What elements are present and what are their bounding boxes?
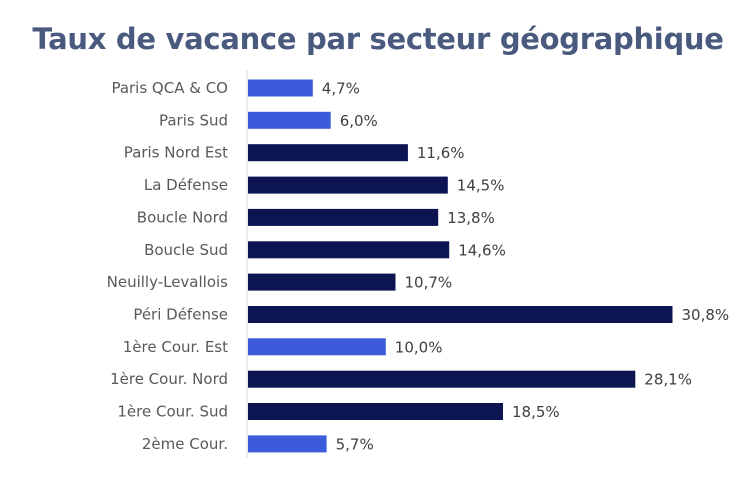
bar-9 bbox=[248, 338, 386, 356]
category-label-2: Paris Sud bbox=[159, 111, 228, 129]
value-label-10: 28,1% bbox=[644, 371, 692, 389]
bar-1 bbox=[248, 79, 313, 97]
category-label-7: Neuilly-Levallois bbox=[107, 273, 229, 291]
bar-6 bbox=[248, 241, 450, 259]
value-label-7: 10,7% bbox=[405, 274, 453, 292]
value-label-12: 5,7% bbox=[336, 435, 374, 453]
value-label-11: 18,5% bbox=[512, 403, 560, 421]
value-label-8: 30,8% bbox=[682, 306, 730, 324]
value-label-2: 6,0% bbox=[340, 112, 378, 130]
bar-2 bbox=[248, 111, 331, 129]
bar-4 bbox=[248, 176, 448, 194]
value-label-5: 13,8% bbox=[447, 209, 495, 227]
bar-3 bbox=[248, 144, 408, 162]
category-label-12: 2ème Cour. bbox=[142, 435, 228, 453]
category-label-9: 1ère Cour. Est bbox=[123, 338, 228, 356]
bar-12 bbox=[248, 435, 327, 453]
category-label-8: Péri Défense bbox=[133, 306, 228, 324]
category-label-11: 1ère Cour. Sud bbox=[117, 403, 228, 421]
value-label-9: 10,0% bbox=[395, 338, 443, 356]
bar-8 bbox=[248, 306, 673, 323]
bar-10 bbox=[248, 370, 636, 388]
category-label-6: Boucle Sud bbox=[144, 241, 228, 259]
category-label-3: Paris Nord Est bbox=[124, 144, 228, 162]
category-label-5: Boucle Nord bbox=[137, 208, 228, 226]
chart-title: Taux de vacance par secteur géographique bbox=[32, 22, 724, 56]
category-label-10: 1ère Cour. Nord bbox=[110, 370, 228, 388]
bar-11 bbox=[248, 403, 503, 420]
value-labels-group: 4,7% 6,0% 11,6% 14,5% 13,8% 14,6% 10,7% 30,8% 10… bbox=[322, 80, 729, 454]
category-label-1: Paris QCA & CO bbox=[111, 79, 228, 97]
value-label-4: 14,5% bbox=[457, 177, 505, 195]
value-label-6: 14,6% bbox=[458, 241, 506, 259]
category-labels-group: Paris QCA & CO Paris Sud Paris Nord Est La … bbox=[107, 79, 229, 453]
bars-group bbox=[248, 79, 673, 453]
bar-7 bbox=[248, 273, 396, 291]
bar-5 bbox=[248, 208, 439, 226]
value-label-3: 11,6% bbox=[417, 144, 465, 162]
category-label-4: La Défense bbox=[144, 176, 228, 194]
value-label-1: 4,7% bbox=[322, 80, 360, 98]
